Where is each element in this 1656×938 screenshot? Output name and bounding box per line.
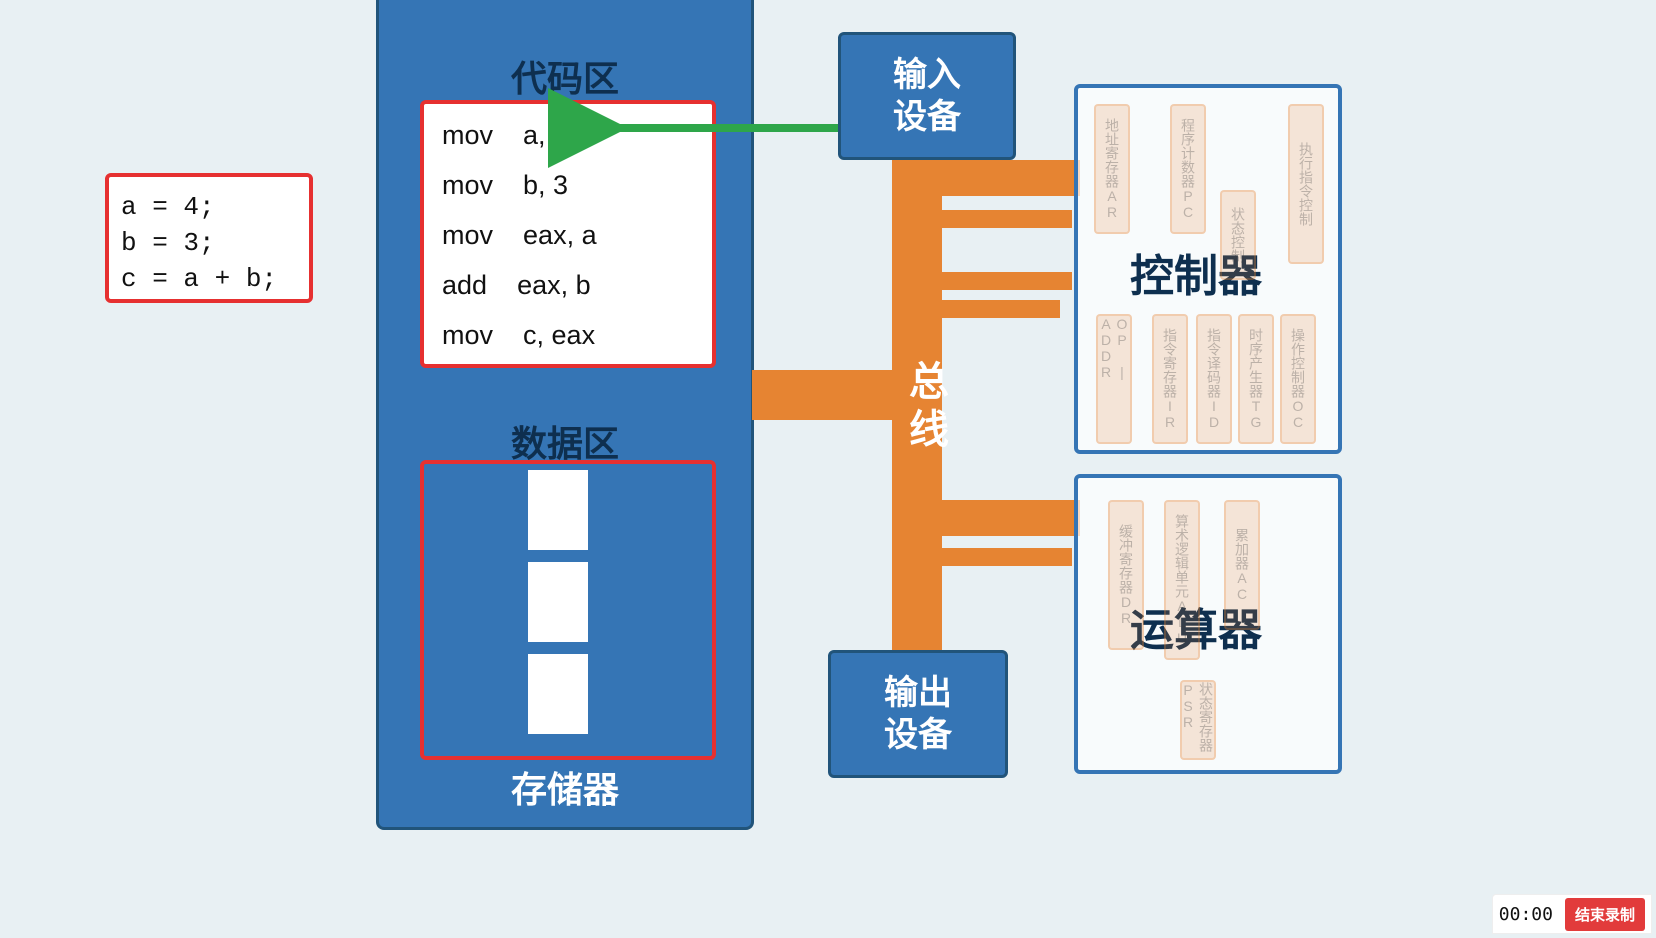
faded-subblock: 缓冲寄存器DR — [1108, 500, 1144, 650]
faded-subblock: 累加器AC — [1224, 500, 1260, 630]
faded-subblock-label: 程序计数器PC — [1178, 118, 1198, 220]
faded-subblock-label: 指令译码器ID — [1204, 328, 1224, 430]
faded-subblock-label: 缓冲寄存器DR — [1116, 524, 1136, 626]
faded-subblock: OP | ADDR — [1096, 314, 1132, 444]
faded-subblock: 状态寄存器 PSR — [1180, 680, 1216, 760]
faded-subblock-label: OP | ADDR — [1098, 316, 1130, 442]
faded-subblock-label: 状态控制 — [1228, 207, 1248, 263]
faded-subblock: 执行指令控制 — [1288, 104, 1324, 264]
faded-subblock-label: 指令寄存器IR — [1160, 328, 1180, 430]
recorder-timer: 00:00 — [1499, 904, 1553, 925]
faded-subblock: 指令寄存器IR — [1152, 314, 1188, 444]
faded-subblock: 算术逻辑单元ALU — [1164, 500, 1200, 660]
diagram-canvas: { "colors": { "page_bg": "#e8f0f3", "blu… — [0, 0, 1656, 938]
faded-subblock-label: 时序产生器TG — [1246, 328, 1266, 430]
faded-subblock: 地址寄存器AR — [1094, 104, 1130, 234]
faded-subblock: 指令译码器ID — [1196, 314, 1232, 444]
recorder-bar: 00:00 结束录制 — [1492, 894, 1652, 934]
faded-subblock-label: 状态寄存器 PSR — [1180, 682, 1216, 758]
faded-subblock-label: 操作控制器OC — [1288, 328, 1308, 430]
faded-subblock-label: 执行指令控制 — [1296, 142, 1316, 226]
faded-subblock: 操作控制器OC — [1280, 314, 1316, 444]
faded-subblock-label: 累加器AC — [1232, 528, 1252, 602]
stop-recording-button[interactable]: 结束录制 — [1565, 898, 1645, 931]
faded-subblock: 程序计数器PC — [1170, 104, 1206, 234]
faded-subblock: 状态控制 — [1220, 190, 1256, 280]
fetch-arrow — [0, 0, 1656, 938]
faded-subblock: 时序产生器TG — [1238, 314, 1274, 444]
faded-subblock-label: 算术逻辑单元ALU — [1172, 514, 1192, 646]
faded-subblock-label: 地址寄存器AR — [1102, 118, 1122, 220]
